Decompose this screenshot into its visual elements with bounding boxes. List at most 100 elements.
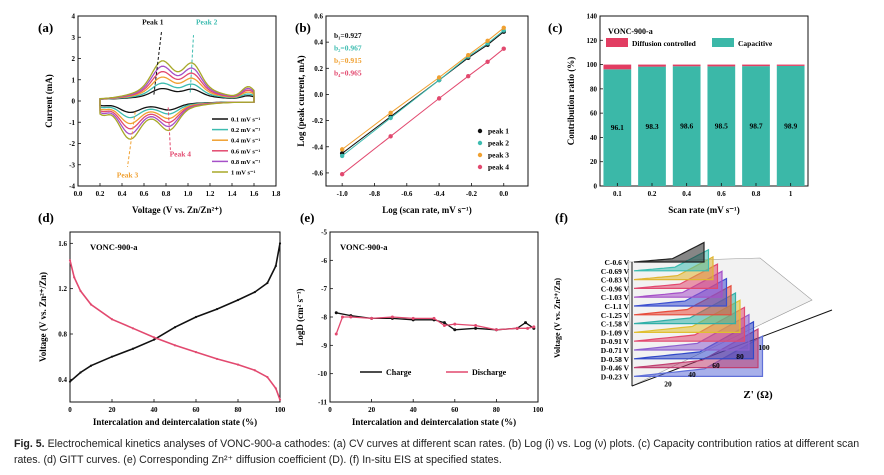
c-y-tick-label: 20: [590, 158, 598, 166]
a-y-tick-label: 4: [72, 13, 76, 21]
e-data-point: [474, 324, 478, 327]
d-x-tick-label: 80: [235, 406, 243, 414]
b-data-point: [436, 96, 442, 101]
a-peak4-guide: [167, 107, 171, 150]
a-y-tick-label: -1: [69, 119, 75, 127]
a-peak4-label: Peak 4: [170, 149, 192, 158]
b-y-tick-label: -0.2: [312, 117, 324, 125]
a-legend-entry-4: 0.8 mV s⁻¹: [231, 159, 260, 166]
d-data-point: [215, 307, 219, 311]
f-state-label-10: D-0.71 V: [601, 346, 630, 355]
e-x-tick-label: 60: [451, 406, 459, 414]
a-peak1-guide: [153, 30, 163, 95]
c-y-tick-label: 140: [587, 13, 598, 21]
panel-d-gitt-curves: (d) 0 20 40 60 80 100 0.4 0.8 1.2 1.6 Intercalation…: [38, 210, 286, 427]
e-y-axis-label: LogD (cm² s⁻¹): [295, 288, 305, 345]
c-legend-entry-capacitive: Capacitive: [738, 39, 773, 48]
e-chart-title: VONC-900-a: [340, 242, 388, 252]
d-data-point: [278, 398, 282, 401]
b-x-tick-label: -0.6: [401, 190, 413, 198]
c-bar-value-label: 96.1: [611, 123, 624, 132]
e-x-tick-label: 80: [493, 406, 501, 414]
a-peak3-label: Peak 3: [117, 171, 139, 180]
panel-c-contribution-bars: (c) 0 20 40 60 80 100 120 140 Scan rate (mV s⁻¹) C…: [548, 13, 809, 215]
e-x-tick-label: 40: [410, 406, 418, 414]
f-x-tick-label: 40: [688, 370, 696, 379]
c-y-tick-label: 80: [590, 85, 598, 93]
d-gitt-curve-charge: [69, 243, 281, 383]
d-x-axis-label: Intercalation and deintercalation state …: [93, 417, 257, 427]
c-x-axis-label: Scan rate (mV s⁻¹): [668, 205, 740, 215]
d-chart-title: VONC-900-a: [90, 242, 138, 252]
b-fit-line-0: [341, 31, 505, 154]
e-data-point: [442, 324, 446, 327]
d-data-point: [194, 351, 198, 354]
d-data-point: [173, 326, 177, 329]
d-data-point: [89, 364, 93, 367]
f-x-tick-label: 20: [664, 379, 672, 388]
a-y-tick-label: 3: [72, 34, 76, 42]
a-legend-entry-0: 0.1 mV s⁻¹: [231, 117, 260, 124]
d-plot-frame: [69, 231, 281, 403]
c-x-tick-label: 0.6: [717, 190, 726, 198]
b-data-point: [339, 153, 345, 159]
d-data-point: [274, 387, 277, 390]
c-bar-capacitive: [776, 65, 805, 186]
d-y-tick-label: 0.8: [58, 331, 67, 339]
f-y-axis-label: Voltage (V vs. Zn²⁺/Zn): [553, 278, 562, 358]
d-data-point: [89, 303, 93, 306]
figure-caption: Fig. 5. Electrochemical kinetics analyse…: [14, 436, 872, 468]
f-x-axis-label: Z' (Ω): [743, 389, 773, 401]
e-legend-entry-1: Discharge: [472, 368, 507, 377]
d-x-tick-label: 20: [109, 406, 117, 414]
e-curve-Charge: [336, 312, 535, 331]
a-x-tick-label: 0.4: [118, 190, 127, 198]
d-data-point: [215, 357, 219, 361]
b-y-tick-label: -0.4: [312, 143, 324, 151]
d-data-point: [79, 371, 82, 374]
b-y-tick-label: 0.4: [314, 39, 323, 47]
c-x-tick-label: 1: [789, 190, 793, 198]
a-cv-curve-1: [99, 82, 255, 119]
d-data-point: [194, 315, 198, 319]
a-cv-curve-0: [99, 87, 255, 114]
f-panel-label: (f): [555, 210, 568, 225]
e-y-tick-label: -11: [318, 399, 327, 407]
d-y-tick-label: 0.4: [58, 376, 67, 384]
b-b-value-3: b₄=0.965: [334, 69, 362, 78]
e-y-tick-label: -9: [321, 342, 327, 350]
a-y-tick-label: -3: [69, 161, 75, 169]
a-y-tick-label: 0: [72, 98, 76, 106]
b-x-tick-label: -0.2: [466, 190, 478, 198]
c-bar-diffusion: [742, 64, 770, 67]
b-y-tick-label: 0.0: [314, 91, 323, 99]
b-x-tick-label: -1.0: [337, 190, 349, 198]
c-chart-title: VONC-900-a: [608, 27, 653, 36]
e-data-point: [453, 322, 457, 326]
a-y-tick-label: -2: [69, 140, 75, 148]
c-bar-diffusion: [603, 64, 632, 70]
a-x-axis-label: Voltage (V vs. Zn/Zn²⁺): [132, 205, 222, 215]
e-x-tick-label: 20: [368, 406, 376, 414]
d-data-point: [266, 375, 269, 379]
b-y-axis-label: Log (peak current, mA): [296, 55, 306, 146]
a-x-tick-label: 0.8: [162, 190, 171, 198]
d-data-point: [173, 344, 177, 347]
f-state-label-3: C-0.96 V: [601, 284, 630, 293]
d-data-point: [278, 242, 282, 245]
b-y-tick-label: -0.6: [312, 169, 324, 177]
a-legend-entry-5: 1 mV s⁻¹: [231, 170, 255, 177]
b-panel-label: (b): [295, 20, 311, 35]
d-data-point: [131, 327, 135, 330]
e-data-point: [432, 316, 436, 320]
c-bar-capacitive: [672, 66, 701, 186]
d-y-tick-label: 1.2: [58, 285, 67, 293]
c-y-tick-label: 120: [587, 37, 598, 45]
b-data-point: [466, 53, 471, 58]
b-legend-marker-1: [477, 140, 483, 146]
c-bar-value-label: 98.9: [784, 121, 797, 130]
c-bar-value-label: 98.6: [680, 122, 693, 131]
d-data-point: [152, 338, 156, 341]
c-y-tick-label: 40: [590, 134, 598, 142]
c-legend-swatch-capacitive: [712, 38, 734, 47]
